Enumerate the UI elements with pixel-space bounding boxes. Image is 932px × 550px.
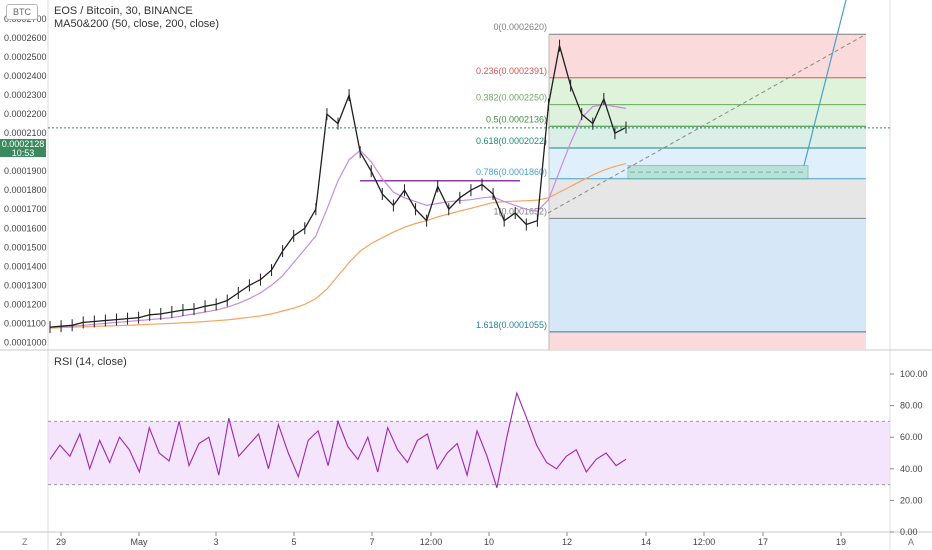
x-tick-label: 29 bbox=[56, 537, 66, 547]
x-tick-label: 17 bbox=[758, 537, 768, 547]
y-tick-label: 0.0002500 bbox=[4, 52, 47, 62]
fib-level-label: 1.618(0.0001055) bbox=[476, 320, 547, 330]
y-tick-label: 0.0001000 bbox=[4, 337, 47, 347]
y-tick-label: 0.0001300 bbox=[4, 280, 47, 290]
fib-level-label: 0.5(0.0002136) bbox=[486, 114, 547, 124]
x-tick-label: 12:00 bbox=[693, 537, 716, 547]
rsi-band bbox=[48, 421, 890, 485]
y-tick-label: 0.0001600 bbox=[4, 223, 47, 233]
x-tick-label: 7 bbox=[369, 537, 374, 547]
fib-zone bbox=[549, 218, 866, 332]
y-tick-label: 0.0002300 bbox=[4, 90, 47, 100]
y-tick-label: 0.0001100 bbox=[4, 318, 46, 328]
trend-dashed-line bbox=[547, 33, 867, 214]
rsi-tick-label: 60.00 bbox=[900, 432, 923, 442]
x-tick-label: 19 bbox=[836, 537, 846, 547]
fib-zone bbox=[549, 331, 866, 350]
trend-projection-line bbox=[803, 0, 847, 166]
y-tick-label: 0.0001700 bbox=[4, 204, 47, 214]
y-tick-label: 0.0002100 bbox=[4, 128, 47, 138]
x-tick-label: May bbox=[130, 537, 148, 547]
rsi-tick-label: 0.00 bbox=[900, 527, 918, 537]
y-tick-label: 0.0002400 bbox=[4, 71, 47, 81]
rsi-tick-label: 20.00 bbox=[900, 495, 923, 505]
fib-level-label: 1(0.0001652) bbox=[493, 206, 547, 216]
ma200-line bbox=[49, 163, 627, 329]
ma50-line bbox=[49, 103, 627, 328]
symbol-badge[interactable]: BTC bbox=[6, 4, 38, 20]
rsi-tick-label: 40.00 bbox=[900, 464, 923, 474]
fib-zone bbox=[549, 34, 866, 78]
auto-scale-toggle[interactable]: A bbox=[908, 537, 915, 547]
x-tick-label: 3 bbox=[213, 537, 218, 547]
current-price-tag: 0.0002128 10:53 bbox=[0, 139, 46, 158]
y-tick-label: 0.0001900 bbox=[4, 166, 47, 176]
y-tick-label: 0.0002600 bbox=[4, 33, 47, 43]
fib-level-label: 0.236(0.0002391) bbox=[476, 66, 547, 76]
fib-zone bbox=[549, 178, 866, 219]
fib-zone bbox=[549, 126, 866, 148]
bar-countdown: 10:53 bbox=[11, 148, 35, 158]
x-tick-label: 12:00 bbox=[420, 537, 443, 547]
y-tick-label: 0.0001800 bbox=[4, 185, 47, 195]
rsi-line bbox=[49, 391, 627, 488]
rsi-tick-label: 100.00 bbox=[900, 369, 928, 379]
x-tick-label: 14 bbox=[641, 537, 651, 547]
x-tick-label: 12 bbox=[562, 537, 572, 547]
timezone-toggle[interactable]: Z bbox=[22, 537, 28, 547]
chart-title: EOS / Bitcoin, 30, BINANCE bbox=[54, 5, 193, 17]
rsi-tick-label: 80.00 bbox=[900, 401, 923, 411]
fib-level-label: 0.382(0.0002250) bbox=[476, 93, 547, 103]
fib-level-label: 0.786(0.0001860) bbox=[476, 167, 547, 177]
x-tick-label: 10 bbox=[484, 537, 494, 547]
fib-zone bbox=[549, 104, 866, 127]
ma-indicator-label[interactable]: MA50&200 (50, close, 200, close) bbox=[54, 18, 220, 30]
y-tick-label: 0.0001500 bbox=[4, 242, 47, 252]
rsi-indicator-label[interactable]: RSI (14, close) bbox=[54, 356, 127, 368]
fib-zone bbox=[549, 77, 866, 105]
x-tick-label: 5 bbox=[291, 537, 296, 547]
y-tick-label: 0.0002200 bbox=[4, 109, 47, 119]
price-line bbox=[49, 45, 627, 328]
y-tick-label: 0.0001200 bbox=[4, 299, 47, 309]
fib-level-label: 0(0.0002620) bbox=[493, 22, 547, 32]
y-tick-label: 0.0001400 bbox=[4, 261, 47, 271]
fib-level-label: 0.618(0.0002022) bbox=[476, 136, 547, 146]
current-price-value: 0.0002128 bbox=[1, 139, 45, 149]
